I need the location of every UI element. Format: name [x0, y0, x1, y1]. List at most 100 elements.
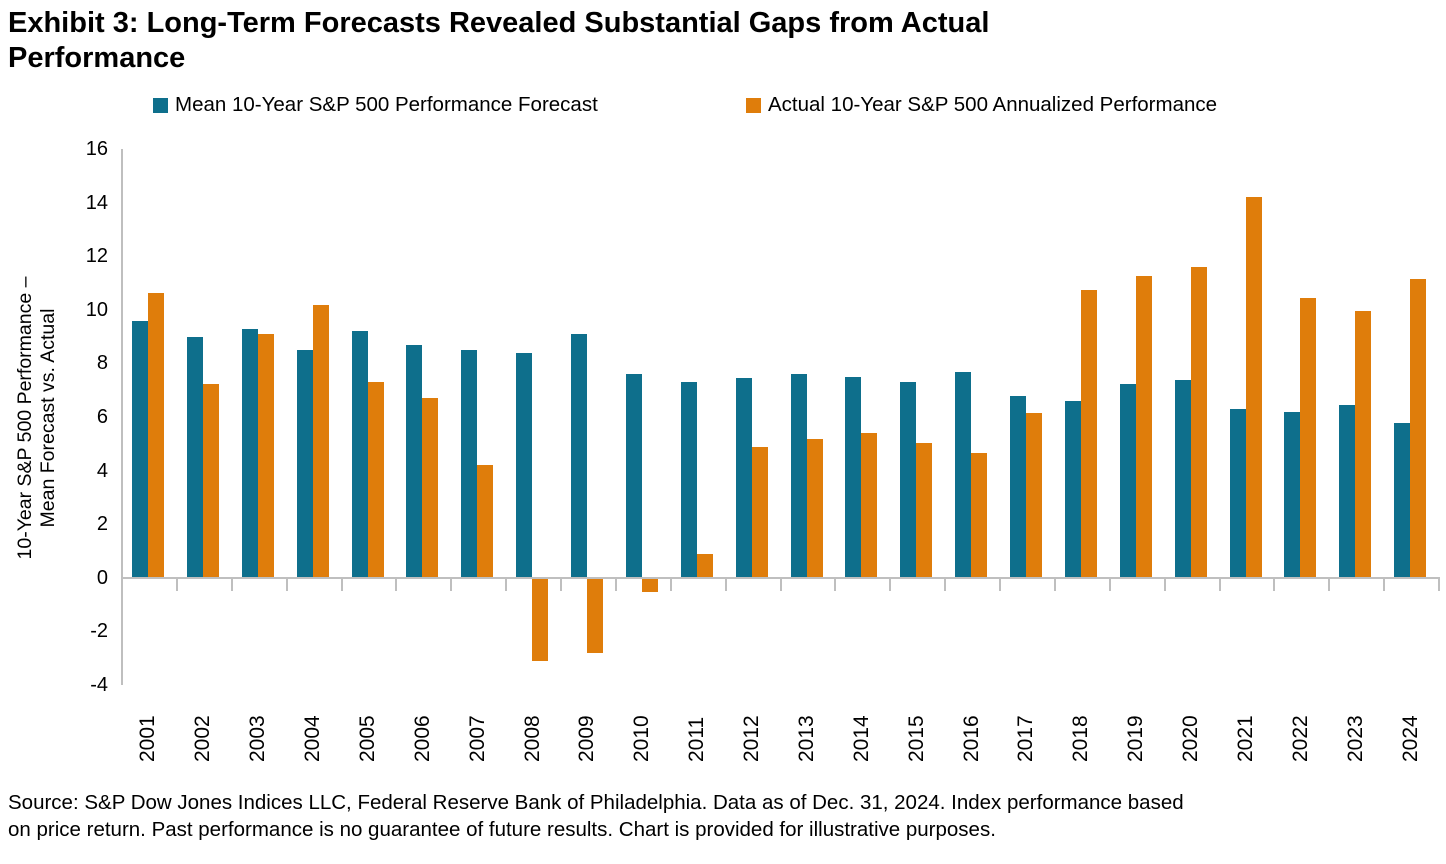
x-tick-label: 2009	[575, 715, 598, 762]
x-axis-tick	[231, 578, 233, 591]
bar-actual-2002	[203, 384, 219, 578]
y-tick-label: 14	[85, 192, 108, 214]
x-axis-tick	[1109, 578, 1111, 591]
x-tick-label: 2005	[356, 715, 379, 762]
bar-actual-2021	[1246, 197, 1262, 578]
bar-forecast-2002	[187, 337, 203, 578]
bar-actual-2020	[1191, 267, 1207, 578]
x-tick-label: 2007	[466, 715, 489, 762]
x-axis-tick	[450, 578, 452, 591]
chart-title: Exhibit 3: Long-Term Forecasts Revealed …	[8, 6, 1328, 76]
x-axis-tick	[834, 578, 836, 591]
bar-actual-2006	[422, 398, 438, 578]
bar-forecast-2014	[845, 377, 861, 578]
x-axis-tick	[1438, 578, 1440, 591]
bar-actual-2013	[807, 439, 823, 578]
x-axis-tick	[505, 578, 507, 591]
x-axis-tick	[1383, 578, 1385, 591]
x-axis-tick	[1219, 578, 1221, 591]
x-axis-tick	[780, 578, 782, 591]
x-tick-label: 2021	[1234, 715, 1257, 762]
y-tick-label: 2	[96, 513, 108, 535]
x-axis-tick	[1054, 578, 1056, 591]
x-axis-tick	[1328, 578, 1330, 591]
x-tick-label: 2015	[905, 715, 928, 762]
bar-actual-2008	[532, 579, 548, 661]
forecast-legend-swatch-icon	[153, 97, 168, 113]
y-tick-label: 8	[96, 352, 108, 374]
bar-forecast-2019	[1120, 384, 1136, 578]
source-note-line1: Source: S&P Dow Jones Indices LLC, Feder…	[8, 791, 1184, 814]
x-tick-label: 2008	[521, 715, 544, 762]
bar-forecast-2024	[1394, 423, 1410, 578]
bar-forecast-2015	[900, 382, 916, 578]
x-tick-label: 2024	[1399, 715, 1422, 762]
source-note-line2: on price return. Past performance is no …	[8, 818, 996, 841]
bar-actual-2005	[368, 382, 384, 578]
bar-actual-2018	[1081, 290, 1097, 578]
legend-label-forecast: Mean 10-Year S&P 500 Performance Forecas…	[175, 93, 598, 116]
x-tick-label: 2011	[685, 716, 708, 762]
bar-forecast-2011	[681, 382, 697, 578]
chart-title-line1: Exhibit 3: Long-Term Forecasts Revealed …	[8, 7, 990, 39]
bar-actual-2014	[861, 433, 877, 578]
bar-actual-2012	[752, 447, 768, 578]
bar-actual-2017	[1026, 413, 1042, 578]
y-axis-title-line1: 10-Year S&P 500 Performance –	[14, 276, 36, 560]
x-tick-label: 2010	[630, 715, 653, 762]
bar-forecast-2021	[1230, 409, 1246, 578]
bar-forecast-2003	[242, 329, 258, 578]
y-axis-line	[121, 149, 123, 685]
bar-actual-2004	[313, 305, 329, 578]
x-axis-tick	[1164, 578, 1166, 591]
x-axis-tick	[341, 578, 343, 591]
y-tick-label: 10	[85, 299, 108, 321]
x-tick-label: 2012	[740, 715, 763, 762]
bar-forecast-2005	[352, 331, 368, 578]
bar-forecast-2016	[955, 372, 971, 578]
x-tick-label: 2013	[795, 715, 818, 762]
y-tick-label: 4	[96, 460, 108, 482]
x-tick-label: 2020	[1179, 715, 1202, 762]
legend-item-forecast: Mean 10-Year S&P 500 Performance Forecas…	[153, 92, 598, 118]
bar-actual-2003	[258, 334, 274, 578]
x-tick-label: 2017	[1014, 715, 1037, 762]
bar-forecast-2018	[1065, 401, 1081, 578]
bar-actual-2010	[642, 579, 658, 592]
bar-actual-2024	[1410, 279, 1426, 578]
x-tick-label: 2014	[850, 715, 873, 762]
x-axis-tick	[286, 578, 288, 591]
bar-actual-2022	[1300, 298, 1316, 578]
bar-forecast-2020	[1175, 380, 1191, 578]
legend-item-actual: Actual 10-Year S&P 500 Annualized Perfor…	[746, 92, 1217, 118]
bar-forecast-2023	[1339, 405, 1355, 578]
bar-forecast-2009	[571, 334, 587, 578]
y-tick-label: 6	[96, 406, 108, 428]
actual-legend-swatch-icon	[746, 97, 761, 113]
bar-forecast-2004	[297, 350, 313, 578]
x-axis-tick	[615, 578, 617, 591]
bar-forecast-2013	[791, 374, 807, 578]
x-axis-tick	[560, 578, 562, 591]
bar-forecast-2001	[132, 321, 148, 578]
y-tick-label: -4	[90, 674, 108, 696]
bar-actual-2023	[1355, 311, 1371, 578]
bar-actual-2019	[1136, 276, 1152, 578]
bar-forecast-2022	[1284, 412, 1300, 578]
legend-label-actual: Actual 10-Year S&P 500 Annualized Perfor…	[768, 93, 1218, 116]
bar-forecast-2008	[516, 353, 532, 578]
chart-title-line2: Performance	[8, 41, 186, 74]
x-axis-tick	[889, 578, 891, 591]
y-tick-label: 12	[85, 245, 108, 267]
x-tick-label: 2022	[1289, 715, 1312, 762]
x-tick-label: 2023	[1344, 715, 1367, 762]
x-tick-label: 2004	[301, 715, 324, 762]
x-axis-tick	[944, 578, 946, 591]
bar-actual-2011	[697, 554, 713, 578]
x-tick-label: 2019	[1124, 715, 1147, 762]
bar-actual-2007	[477, 465, 493, 578]
bar-actual-2016	[971, 453, 987, 578]
bar-forecast-2006	[406, 345, 422, 578]
x-tick-label: 2018	[1069, 715, 1092, 762]
bar-actual-2015	[916, 443, 932, 578]
